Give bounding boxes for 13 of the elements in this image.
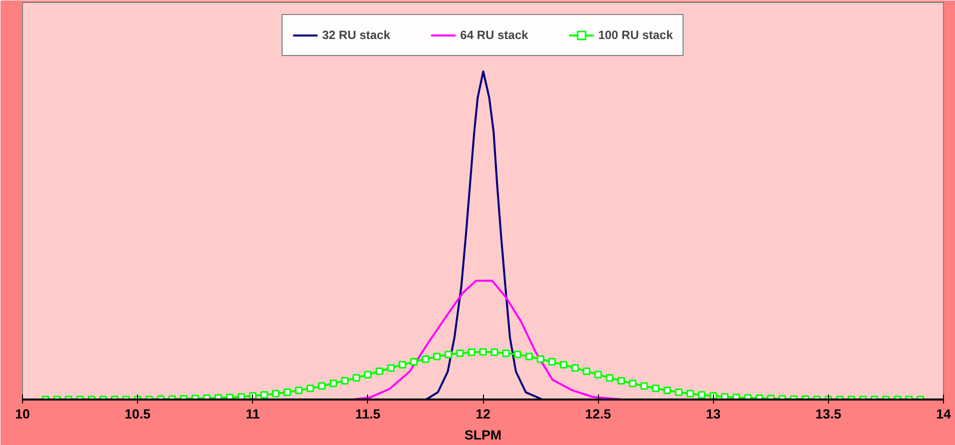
x-tick-label: 11 <box>246 406 260 422</box>
x-tick-label: 11.5 <box>355 406 382 422</box>
x-tick-label: 13.5 <box>815 406 842 422</box>
legend-label: 64 RU stack <box>460 28 528 42</box>
x-tick-label: 10.5 <box>124 406 152 422</box>
legend-label: 100 RU stack <box>598 28 673 42</box>
x-tick-label: 10 <box>15 406 30 422</box>
x-axis-title: SLPM <box>464 428 502 442</box>
x-tick-label: 12 <box>476 406 490 422</box>
x-tick-label: 14 <box>936 406 952 422</box>
legend-label: 32 RU stack <box>322 28 390 42</box>
x-tick-label: 12.5 <box>585 406 612 422</box>
x-tick-label: 13 <box>706 406 721 422</box>
